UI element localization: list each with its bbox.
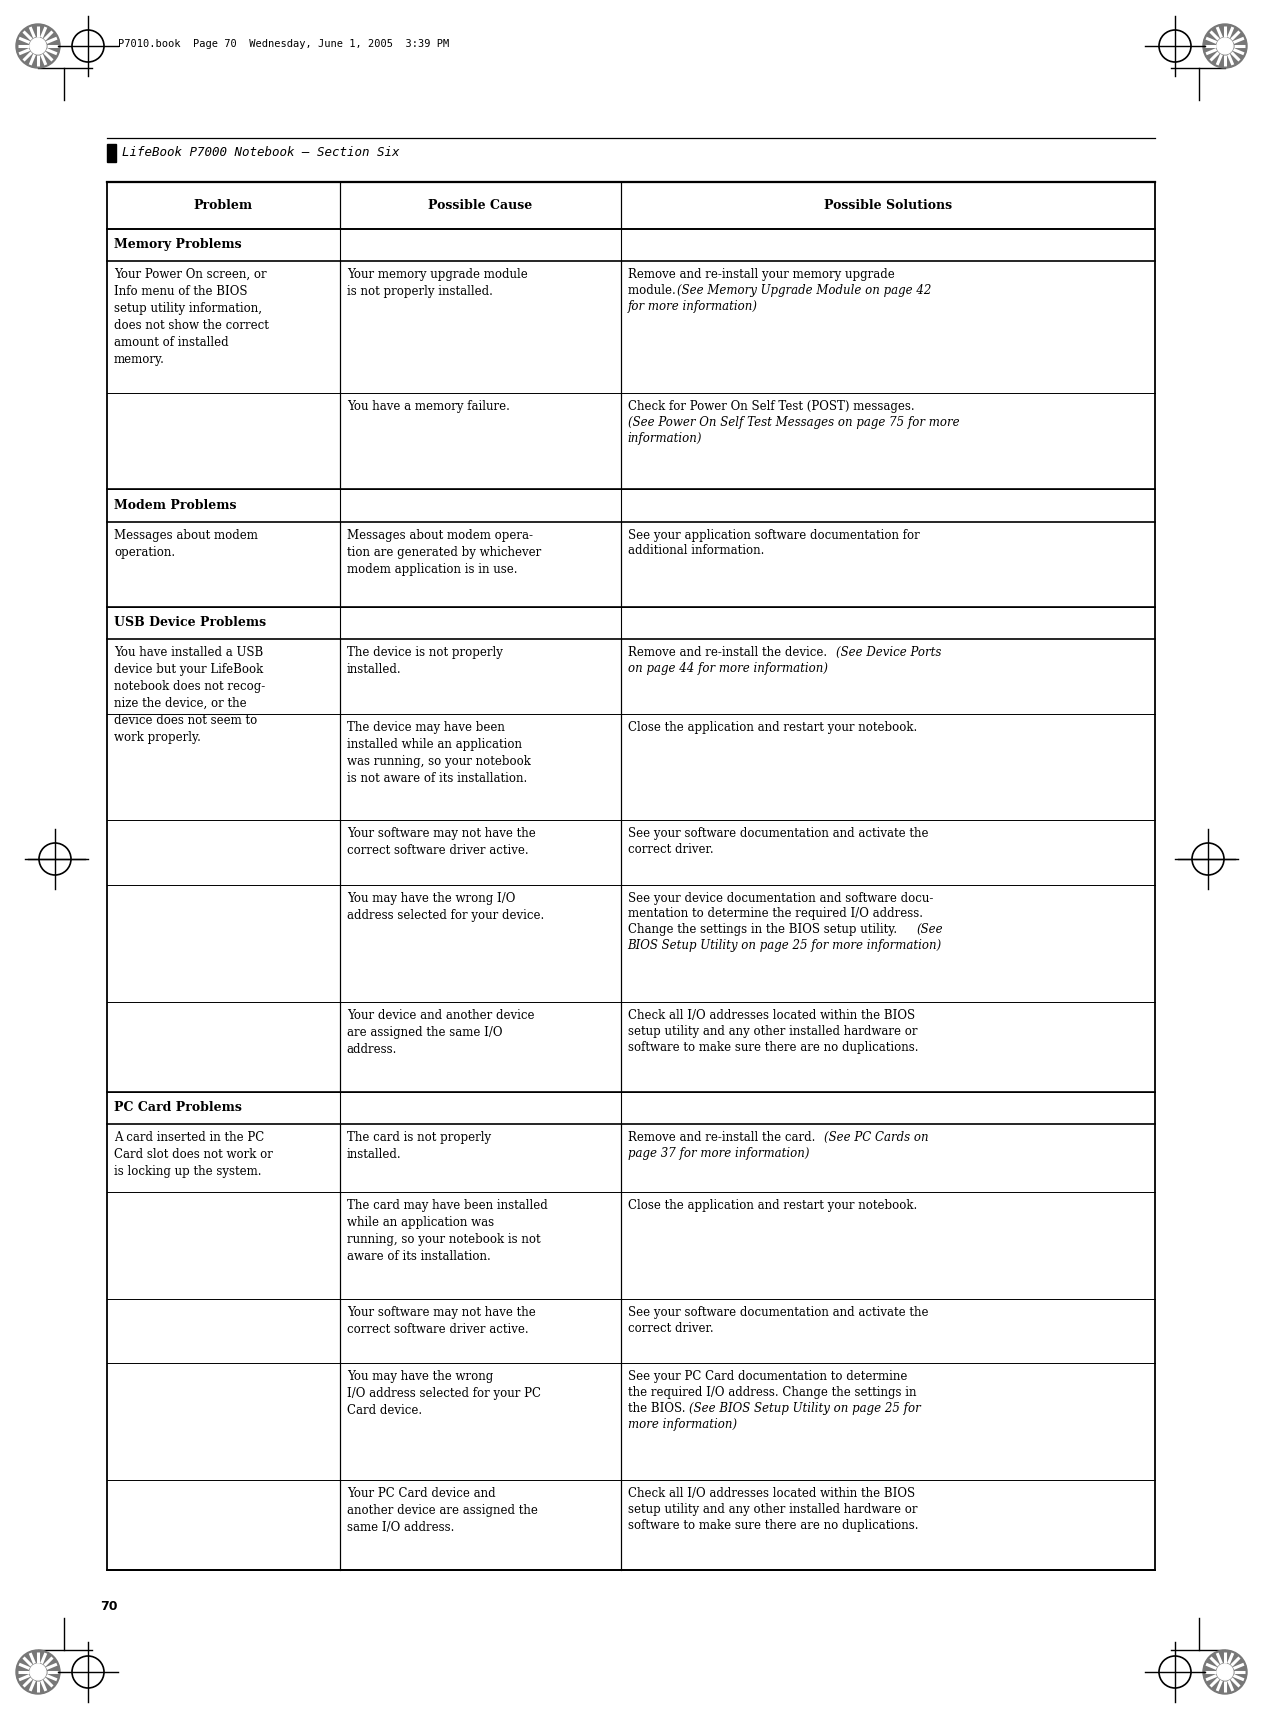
Text: You may have the wrong I/O
address selected for your device.: You may have the wrong I/O address selec… <box>346 892 544 921</box>
Bar <box>107 1091 1154 1124</box>
Text: Remove and re-install the card.: Remove and re-install the card. <box>628 1130 818 1144</box>
Text: the BIOS.: the BIOS. <box>628 1402 688 1414</box>
Text: BIOS Setup Utility on page 25 for more information): BIOS Setup Utility on page 25 for more i… <box>628 940 942 952</box>
Bar <box>107 182 1154 1570</box>
Text: Your device and another device
are assigned the same I/O
address.: Your device and another device are assig… <box>346 1008 534 1057</box>
Text: Your software may not have the
correct software driver active.: Your software may not have the correct s… <box>346 828 536 857</box>
Text: (See Memory Upgrade Module on page 42: (See Memory Upgrade Module on page 42 <box>677 283 931 297</box>
Text: Memory Problems: Memory Problems <box>114 239 241 251</box>
Text: Close the application and restart your notebook.: Close the application and restart your n… <box>628 722 917 734</box>
Text: LifeBook P7000 Notebook – Section Six: LifeBook P7000 Notebook – Section Six <box>123 146 399 160</box>
Bar <box>107 713 1154 821</box>
Text: Remove and re-install your memory upgrade: Remove and re-install your memory upgrad… <box>628 268 894 282</box>
Text: Your memory upgrade module
is not properly installed.: Your memory upgrade module is not proper… <box>346 268 528 297</box>
Text: P7010.book  Page 70  Wednesday, June 1, 2005  3:39 PM: P7010.book Page 70 Wednesday, June 1, 20… <box>117 40 450 50</box>
Text: See your PC Card documentation to determine: See your PC Card documentation to determ… <box>628 1369 907 1383</box>
Text: more information): more information) <box>628 1417 736 1431</box>
Bar <box>107 1002 1154 1091</box>
Bar <box>107 1299 1154 1362</box>
Bar <box>107 261 1154 393</box>
Circle shape <box>30 1665 45 1680</box>
Text: software to make sure there are no duplications.: software to make sure there are no dupli… <box>628 1519 918 1532</box>
Bar <box>107 1481 1154 1570</box>
Text: See your device documentation and software docu-: See your device documentation and softwa… <box>628 892 933 905</box>
Text: mentation to determine the required I/O address.: mentation to determine the required I/O … <box>628 907 922 921</box>
Text: Remove and re-install the device.: Remove and re-install the device. <box>628 646 830 660</box>
Text: You may have the wrong
I/O address selected for your PC
Card device.: You may have the wrong I/O address selec… <box>346 1369 541 1417</box>
Text: the required I/O address. Change the settings in: the required I/O address. Change the set… <box>628 1386 916 1398</box>
Bar <box>107 885 1154 1002</box>
Text: You have a memory failure.: You have a memory failure. <box>346 400 509 414</box>
Text: Messages about modem
operation.: Messages about modem operation. <box>114 529 258 558</box>
Text: for more information): for more information) <box>628 301 758 313</box>
Text: See your application software documentation for: See your application software documentat… <box>628 529 919 541</box>
Circle shape <box>16 24 61 69</box>
Bar <box>107 228 1154 261</box>
Text: (See Device Ports: (See Device Ports <box>836 646 942 660</box>
Text: (See: (See <box>916 923 942 936</box>
Text: PC Card Problems: PC Card Problems <box>114 1101 242 1115</box>
Text: Your PC Card device and
another device are assigned the
same I/O address.: Your PC Card device and another device a… <box>346 1488 538 1534</box>
Bar <box>107 821 1154 885</box>
Text: information): information) <box>628 433 702 445</box>
Text: You have installed a USB
device but your LifeBook
notebook does not recog-
nize : You have installed a USB device but your… <box>114 646 265 744</box>
Text: 70: 70 <box>100 1599 117 1613</box>
Circle shape <box>1202 1649 1247 1694</box>
Circle shape <box>1218 38 1233 53</box>
Bar <box>107 393 1154 490</box>
Text: Check all I/O addresses located within the BIOS: Check all I/O addresses located within t… <box>628 1488 914 1500</box>
Circle shape <box>30 38 45 53</box>
Text: Change the settings in the BIOS setup utility.: Change the settings in the BIOS setup ut… <box>628 923 901 936</box>
Bar <box>107 182 1154 228</box>
Text: Messages about modem opera-
tion are generated by whichever
modem application is: Messages about modem opera- tion are gen… <box>346 529 541 576</box>
Text: Close the application and restart your notebook.: Close the application and restart your n… <box>628 1199 917 1211</box>
Text: on page 44 for more information): on page 44 for more information) <box>628 661 827 675</box>
Text: Your Power On screen, or
Info menu of the BIOS
setup utility information,
does n: Your Power On screen, or Info menu of th… <box>114 268 269 366</box>
Text: Check for Power On Self Test (POST) messages.: Check for Power On Self Test (POST) mess… <box>628 400 914 414</box>
Text: The device is not properly
installed.: The device is not properly installed. <box>346 646 503 675</box>
Text: Possible Cause: Possible Cause <box>428 199 532 211</box>
Bar <box>107 490 1154 522</box>
Bar <box>107 1124 1154 1192</box>
Text: USB Device Problems: USB Device Problems <box>114 617 266 629</box>
Text: Check all I/O addresses located within the BIOS: Check all I/O addresses located within t… <box>628 1008 914 1022</box>
Circle shape <box>1218 1665 1233 1680</box>
Text: The device may have been
installed while an application
was running, so your not: The device may have been installed while… <box>346 722 530 785</box>
Text: Modem Problems: Modem Problems <box>114 498 236 512</box>
Text: additional information.: additional information. <box>628 545 764 557</box>
Text: See your software documentation and activate the: See your software documentation and acti… <box>628 828 928 840</box>
Text: (See PC Cards on: (See PC Cards on <box>823 1130 928 1144</box>
Bar <box>107 639 1154 713</box>
Text: setup utility and any other installed hardware or: setup utility and any other installed ha… <box>628 1026 917 1038</box>
Text: (See Power On Self Test Messages on page 75 for more: (See Power On Self Test Messages on page… <box>628 416 959 430</box>
Circle shape <box>16 1649 61 1694</box>
Text: The card may have been installed
while an application was
running, so your noteb: The card may have been installed while a… <box>346 1199 547 1263</box>
Text: correct driver.: correct driver. <box>628 844 714 856</box>
Text: A card inserted in the PC
Card slot does not work or
is locking up the system.: A card inserted in the PC Card slot does… <box>114 1130 273 1179</box>
Text: correct driver.: correct driver. <box>628 1321 714 1335</box>
Text: (See BIOS Setup Utility on page 25 for: (See BIOS Setup Utility on page 25 for <box>688 1402 921 1414</box>
Text: module.: module. <box>628 283 679 297</box>
Text: See your software documentation and activate the: See your software documentation and acti… <box>628 1306 928 1319</box>
Text: Your software may not have the
correct software driver active.: Your software may not have the correct s… <box>346 1306 536 1337</box>
Text: Possible Solutions: Possible Solutions <box>823 199 952 211</box>
Bar <box>107 144 116 161</box>
Text: software to make sure there are no duplications.: software to make sure there are no dupli… <box>628 1041 918 1053</box>
Bar <box>107 606 1154 639</box>
Bar <box>107 1362 1154 1481</box>
Text: Problem: Problem <box>193 199 253 211</box>
Bar <box>107 522 1154 606</box>
Bar <box>107 1192 1154 1299</box>
Text: setup utility and any other installed hardware or: setup utility and any other installed ha… <box>628 1503 917 1517</box>
Text: The card is not properly
installed.: The card is not properly installed. <box>346 1130 491 1161</box>
Circle shape <box>1202 24 1247 69</box>
Text: page 37 for more information): page 37 for more information) <box>628 1146 810 1160</box>
